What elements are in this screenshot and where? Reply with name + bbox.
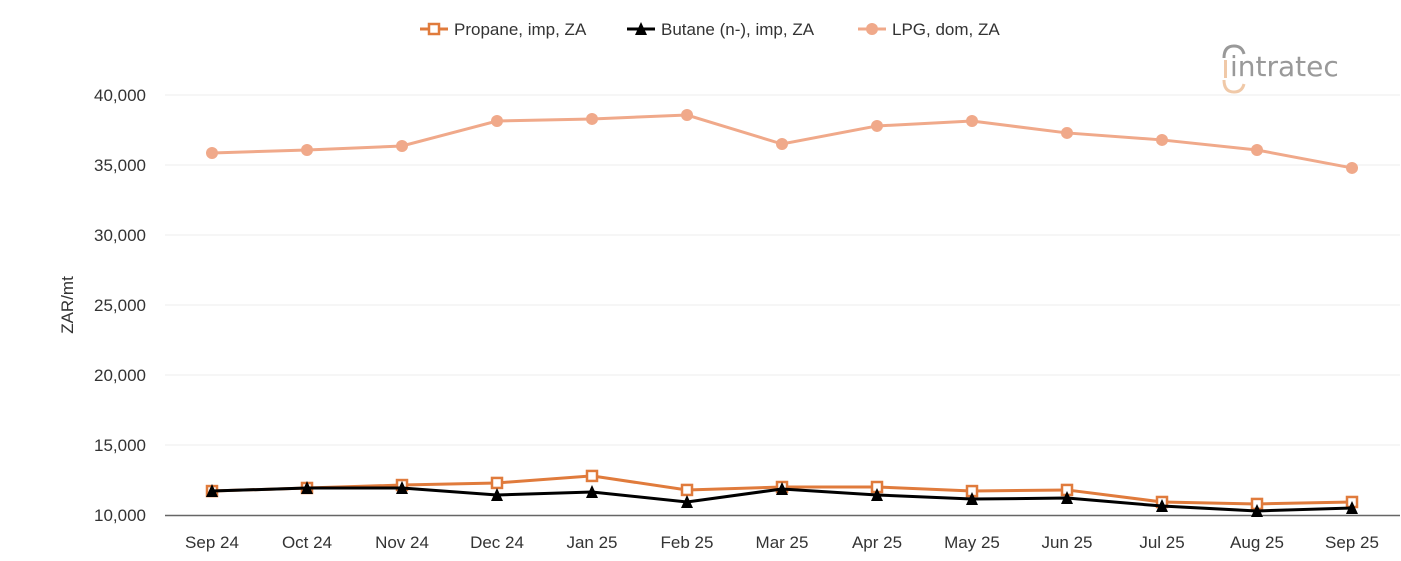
data-point (681, 109, 693, 122)
x-tick-label: Jul 25 (1139, 533, 1184, 552)
data-point (871, 119, 883, 132)
data-point (681, 494, 693, 508)
data-point (966, 115, 978, 128)
y-tick-label: 35,000 (94, 156, 146, 175)
data-point (586, 485, 598, 499)
data-point (776, 138, 788, 150)
x-tick-label: Apr 25 (852, 533, 902, 552)
data-point (1346, 501, 1358, 514)
data-point (1156, 499, 1168, 513)
x-tick-label: May 25 (944, 533, 1000, 552)
series-2 (206, 109, 1358, 174)
x-tick-label: Nov 24 (375, 533, 429, 552)
legend-item: Propane, imp, ZA (420, 20, 587, 39)
data-point (396, 139, 408, 152)
data-point (866, 23, 878, 35)
data-point (301, 480, 313, 494)
data-point (1251, 503, 1263, 517)
x-tick-label: Mar 25 (756, 533, 809, 552)
data-point (491, 487, 503, 501)
legend-label: Butane (n-), imp, ZA (661, 20, 815, 39)
x-tick-label: Jan 25 (566, 533, 617, 552)
legend-label: Propane, imp, ZA (454, 20, 587, 39)
x-tick-label: Sep 24 (185, 533, 239, 552)
data-point (396, 480, 408, 494)
data-point (1061, 126, 1073, 139)
data-point (635, 22, 647, 35)
data-point (1251, 144, 1263, 157)
legend-item: Butane (n-), imp, ZA (627, 20, 815, 39)
series-1 (206, 480, 1358, 517)
data-point (206, 146, 218, 159)
data-point (301, 144, 313, 157)
data-point (966, 492, 978, 506)
svg-text:intratec: intratec (1230, 50, 1339, 83)
data-point (1156, 133, 1168, 146)
x-tick-label: Jun 25 (1041, 533, 1092, 552)
data-point (1061, 491, 1073, 505)
y-tick-label: 30,000 (94, 226, 146, 245)
legend-item: LPG, dom, ZA (858, 20, 1000, 39)
data-point (585, 469, 599, 483)
y-tick-label: 40,000 (94, 86, 146, 105)
intratec-logo: intratec (1222, 44, 1372, 96)
y-axis-label: ZAR/mt (58, 276, 77, 334)
x-tick-label: Dec 24 (470, 533, 524, 552)
data-point (427, 22, 441, 36)
data-point (776, 481, 788, 495)
y-tick-label: 20,000 (94, 366, 146, 385)
x-tick-label: Aug 25 (1230, 533, 1284, 552)
data-point (871, 487, 883, 501)
legend-label: LPG, dom, ZA (892, 20, 1000, 39)
x-tick-label: Oct 24 (282, 533, 332, 552)
x-tick-label: Sep 25 (1325, 533, 1379, 552)
data-point (1346, 161, 1358, 174)
data-point (206, 484, 218, 498)
data-point (490, 476, 504, 490)
y-tick-label: 10,000 (94, 506, 146, 525)
x-tick-label: Feb 25 (661, 533, 714, 552)
data-point (586, 112, 598, 125)
y-tick-label: 15,000 (94, 436, 146, 455)
data-point (491, 115, 503, 128)
y-tick-label: 25,000 (94, 296, 146, 315)
data-point (680, 483, 694, 497)
